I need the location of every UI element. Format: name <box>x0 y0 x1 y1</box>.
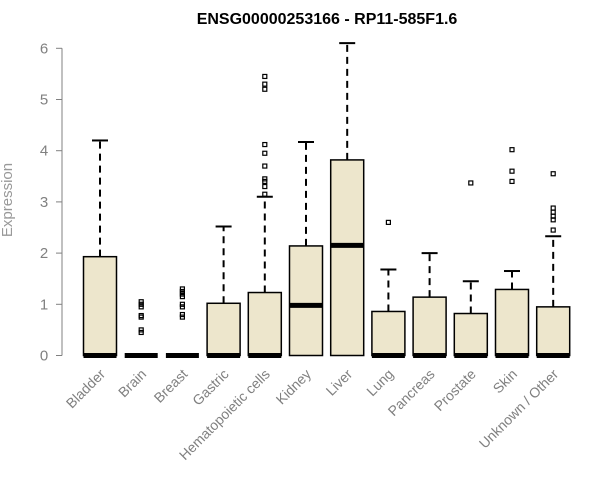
x-tick-label: Brain <box>115 366 149 400</box>
box-body <box>494 288 530 357</box>
y-tick-label: 1 <box>40 296 48 313</box>
box-body <box>82 255 118 357</box>
plot-area <box>82 42 571 358</box>
outlier-point <box>262 176 268 182</box>
y-tick-label: 4 <box>40 143 48 160</box>
box-body <box>206 302 241 357</box>
x-tick-label: Kidney <box>273 366 315 408</box>
box-7 <box>371 219 406 358</box>
box-1 <box>124 299 158 358</box>
y-tick-label: 6 <box>40 40 48 57</box>
outlier-point <box>262 73 268 80</box>
box-3 <box>206 225 241 358</box>
outlier-point <box>550 205 556 211</box>
box-body <box>535 306 571 357</box>
outlier-point <box>262 191 268 197</box>
y-tick-label: 5 <box>40 92 48 109</box>
outlier-point <box>138 327 144 333</box>
chart-title: ENSG00000253166 - RP11-585F1.6 <box>197 11 458 28</box>
y-tick-label: 3 <box>40 194 48 211</box>
x-tick-label: Lung <box>363 366 396 399</box>
outlier-point <box>262 183 268 190</box>
outlier-point <box>262 81 268 87</box>
outlier-point <box>468 180 474 186</box>
x-tick-label: Prostate <box>431 366 479 414</box>
box-9 <box>453 180 489 358</box>
box-body <box>453 312 489 357</box>
y-tick-label: 2 <box>40 245 48 262</box>
box-10 <box>494 147 530 358</box>
box-6 <box>329 42 365 357</box>
outlier-point <box>262 141 268 148</box>
outlier-point <box>262 150 268 156</box>
y-tick-label: 0 <box>40 348 48 365</box>
outlier-point <box>509 168 515 174</box>
box-11 <box>535 171 571 358</box>
x-tick-label: Breast <box>151 366 191 406</box>
outlier-point <box>550 209 556 215</box>
outlier-point <box>138 299 144 305</box>
outlier-point <box>262 86 268 92</box>
box-2 <box>165 286 199 358</box>
x-tick-label: Liver <box>323 366 356 399</box>
box-4 <box>247 73 283 358</box>
x-tick-label: Bladder <box>63 366 109 412</box>
outlier-point <box>138 312 144 319</box>
outlier-point <box>550 171 556 177</box>
outlier-point <box>179 286 185 292</box>
box-5 <box>288 140 324 357</box>
box-body <box>247 291 283 357</box>
box-body <box>412 296 447 357</box>
outlier-point <box>385 219 391 225</box>
box-body <box>371 310 406 357</box>
box-8 <box>412 252 447 358</box>
box-body <box>288 245 324 357</box>
outlier-point <box>550 227 556 233</box>
outlier-point <box>509 147 515 153</box>
box-0 <box>82 139 118 358</box>
outlier-point <box>262 163 268 169</box>
outlier-point <box>179 301 185 307</box>
box-body <box>329 159 365 357</box>
outlier-point <box>509 178 515 185</box>
y-axis-label: Expression <box>0 163 16 237</box>
x-tick-label: Skin <box>490 366 521 397</box>
y-axis: 0 1 2 3 4 5 6 <box>40 40 63 365</box>
outlier-point <box>179 311 185 318</box>
